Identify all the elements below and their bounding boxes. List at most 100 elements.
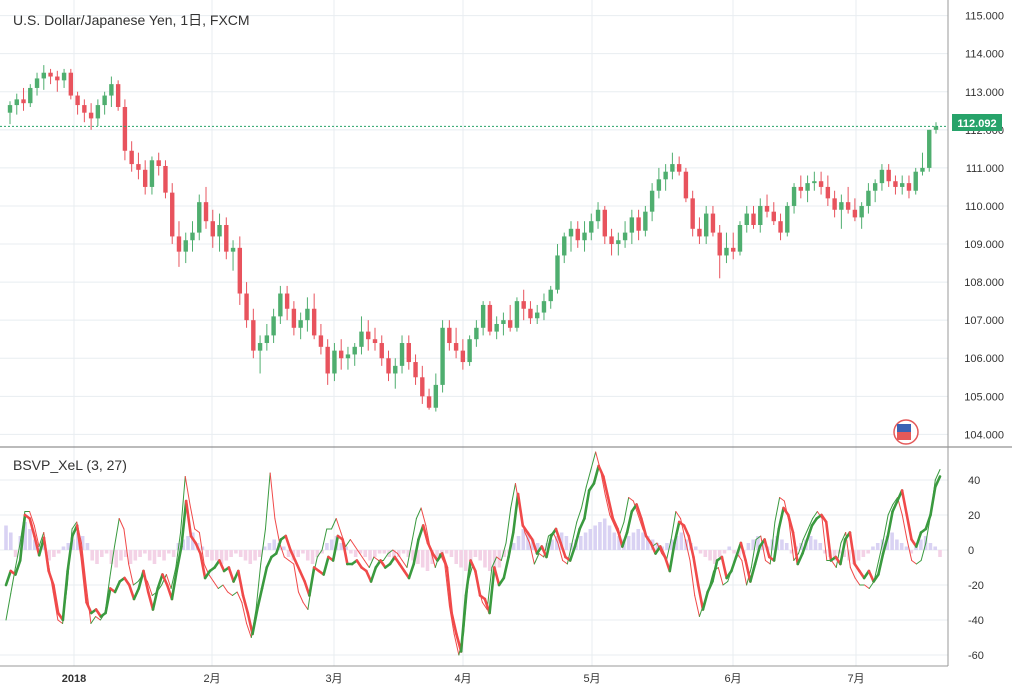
candle [426, 396, 432, 408]
candle [284, 293, 290, 309]
candle [88, 112, 94, 119]
osc-main-line [33, 534, 41, 557]
osc-main-line [227, 566, 235, 583]
osc-main-line [42, 536, 50, 573]
osc-main-line [445, 566, 453, 615]
osc-main-line [246, 611, 254, 636]
osc-signal-line [165, 574, 172, 589]
osc-signal-line [411, 518, 417, 544]
osc-signal-line [373, 556, 380, 561]
candle [115, 84, 121, 107]
osc-main-line [142, 569, 150, 594]
osc-main-line [739, 541, 747, 562]
osc-main-line [706, 580, 714, 594]
osc-main-line [786, 513, 795, 534]
osc-signal-line [180, 476, 186, 533]
osc-main-line [203, 569, 212, 580]
histogram-bar [181, 539, 186, 550]
histogram-bar [23, 522, 27, 550]
histogram-bar [396, 550, 401, 557]
histogram-bar [588, 529, 593, 550]
histogram-bar [444, 550, 449, 554]
candle [142, 169, 148, 187]
osc-main-line [763, 538, 771, 559]
osc-signal-line [71, 521, 78, 530]
x-tick-label: 3月 [325, 673, 342, 685]
candle [616, 240, 621, 245]
candle [413, 362, 418, 378]
osc-main-line [47, 569, 55, 587]
histogram-bar [123, 550, 128, 557]
candle [697, 228, 702, 237]
histogram-bar [703, 550, 708, 557]
osc-main-line [730, 555, 738, 573]
candle [453, 343, 459, 351]
histogram-bar [85, 543, 90, 550]
histogram-bar [483, 550, 487, 568]
histogram-bar [4, 525, 8, 550]
osc-main-line [805, 524, 814, 541]
osc-main-line [85, 601, 93, 615]
histogram-bar [818, 543, 823, 550]
osc-main-line [592, 464, 600, 485]
time-axis: 2018 2月 3月 4月 5月 6月 7月 [62, 673, 865, 685]
candle [656, 179, 662, 191]
histogram-bar [133, 550, 138, 561]
x-tick-label: 5月 [583, 673, 600, 685]
osc-main-line [621, 531, 629, 548]
histogram-bar [138, 550, 142, 557]
candle [575, 228, 580, 241]
histogram-bar [392, 550, 396, 561]
candle [352, 346, 357, 355]
osc-signal-line [128, 563, 134, 586]
histogram-bar [90, 550, 95, 561]
osc-signal-line [95, 616, 101, 621]
histogram-bar [713, 550, 717, 564]
candle [237, 247, 243, 294]
histogram-bar [305, 550, 310, 561]
osc-main-line [331, 534, 340, 562]
candle [176, 236, 182, 252]
osc-main-line [426, 541, 435, 555]
histogram-bar [243, 550, 248, 561]
osc-main-line [602, 475, 610, 499]
candle [825, 186, 831, 199]
histogram-bar [856, 550, 861, 561]
candle [487, 304, 493, 332]
osc-main-line [497, 576, 506, 587]
candle [291, 308, 297, 328]
osc-signal-line [538, 553, 545, 558]
candle [893, 181, 898, 187]
candle [136, 164, 141, 170]
osc-main-line [658, 545, 667, 559]
osc-signal-line [236, 591, 243, 603]
histogram-bar [449, 550, 454, 557]
candle [555, 255, 560, 290]
osc-main-line [284, 534, 292, 552]
osc-main-line [18, 513, 27, 562]
candle [14, 99, 19, 106]
histogram-bar [99, 550, 104, 557]
histogram-bar [52, 550, 56, 557]
osc-main-line [265, 555, 273, 569]
histogram-bar [655, 543, 660, 550]
osc-main-line [189, 534, 197, 545]
candle [386, 358, 391, 374]
histogram-bar [914, 546, 918, 550]
candle [82, 105, 87, 113]
osc-main-line [308, 566, 316, 597]
histogram-bar [780, 539, 784, 550]
candle [332, 350, 337, 374]
candle [170, 192, 175, 237]
histogram-bar [171, 550, 176, 557]
histogram-bar [109, 550, 114, 564]
candle [872, 183, 878, 191]
histogram-bar [61, 546, 66, 550]
osc-main-line [412, 538, 420, 566]
candle [609, 236, 614, 245]
osc-signal-line [882, 514, 889, 540]
event-flag-icon[interactable] [893, 419, 919, 445]
osc-signal-line [505, 507, 512, 544]
candle [480, 304, 486, 328]
osc-signal-line [807, 518, 814, 530]
